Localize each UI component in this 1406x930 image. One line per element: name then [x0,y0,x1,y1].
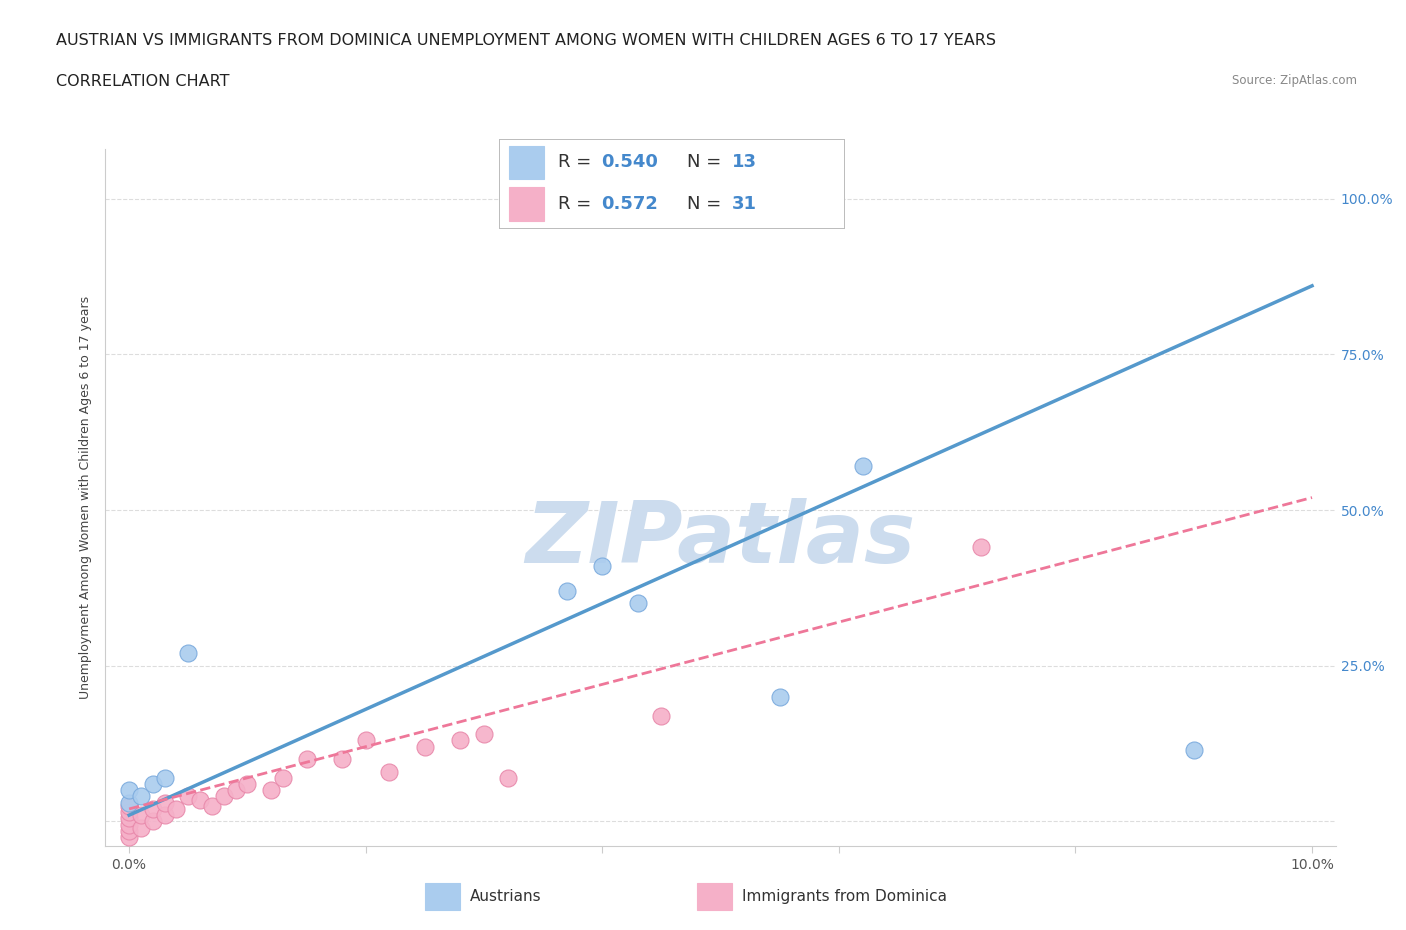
Point [449,733,471,748]
Point [142,802,165,817]
Point [330,751,353,766]
Point [118,823,141,838]
Point [1182,742,1205,757]
Point [177,645,200,660]
Point [129,820,152,835]
Point [970,540,993,555]
Point [118,783,141,798]
Point [165,802,187,817]
Point [118,804,141,819]
Point [260,783,283,798]
Point [496,770,519,785]
Point [472,726,495,741]
Point [118,811,141,826]
Point [129,808,152,823]
Bar [696,883,733,910]
Point [177,789,200,804]
Point [142,814,165,829]
Point [129,789,152,804]
Text: 13: 13 [731,153,756,171]
Text: 31: 31 [731,195,756,213]
Bar [509,187,544,220]
Text: Immigrants from Dominica: Immigrants from Dominica [742,889,946,904]
Point [118,795,141,810]
Point [769,179,792,193]
Text: Source: ZipAtlas.com: Source: ZipAtlas.com [1232,74,1357,87]
Bar [509,146,544,179]
Text: R =: R = [558,153,596,171]
Bar [425,883,461,910]
Point [627,596,650,611]
Point [769,689,792,704]
Point [555,583,578,598]
Text: CORRELATION CHART: CORRELATION CHART [56,74,229,89]
Point [851,459,873,474]
Y-axis label: Unemployment Among Women with Children Ages 6 to 17 years: Unemployment Among Women with Children A… [79,296,93,699]
Point [236,777,259,791]
Text: N =: N = [688,195,727,213]
Point [118,817,141,832]
Text: 0.572: 0.572 [600,195,658,213]
Point [295,751,318,766]
Point [153,795,176,810]
Point [142,777,165,791]
Point [118,830,141,844]
Point [650,708,672,723]
Point [212,789,235,804]
Point [118,798,141,813]
Text: Austrians: Austrians [470,889,541,904]
Point [153,808,176,823]
Point [413,739,436,754]
Point [225,783,247,798]
Text: N =: N = [688,153,727,171]
Point [153,770,176,785]
Point [378,764,401,779]
Point [201,798,224,813]
Point [271,770,294,785]
Point [188,792,211,807]
Text: ZIPatlas: ZIPatlas [526,498,915,581]
Point [354,733,377,748]
Text: AUSTRIAN VS IMMIGRANTS FROM DOMINICA UNEMPLOYMENT AMONG WOMEN WITH CHILDREN AGES: AUSTRIAN VS IMMIGRANTS FROM DOMINICA UNE… [56,33,997,47]
Text: 0.540: 0.540 [600,153,658,171]
Text: R =: R = [558,195,596,213]
Point [591,559,613,574]
